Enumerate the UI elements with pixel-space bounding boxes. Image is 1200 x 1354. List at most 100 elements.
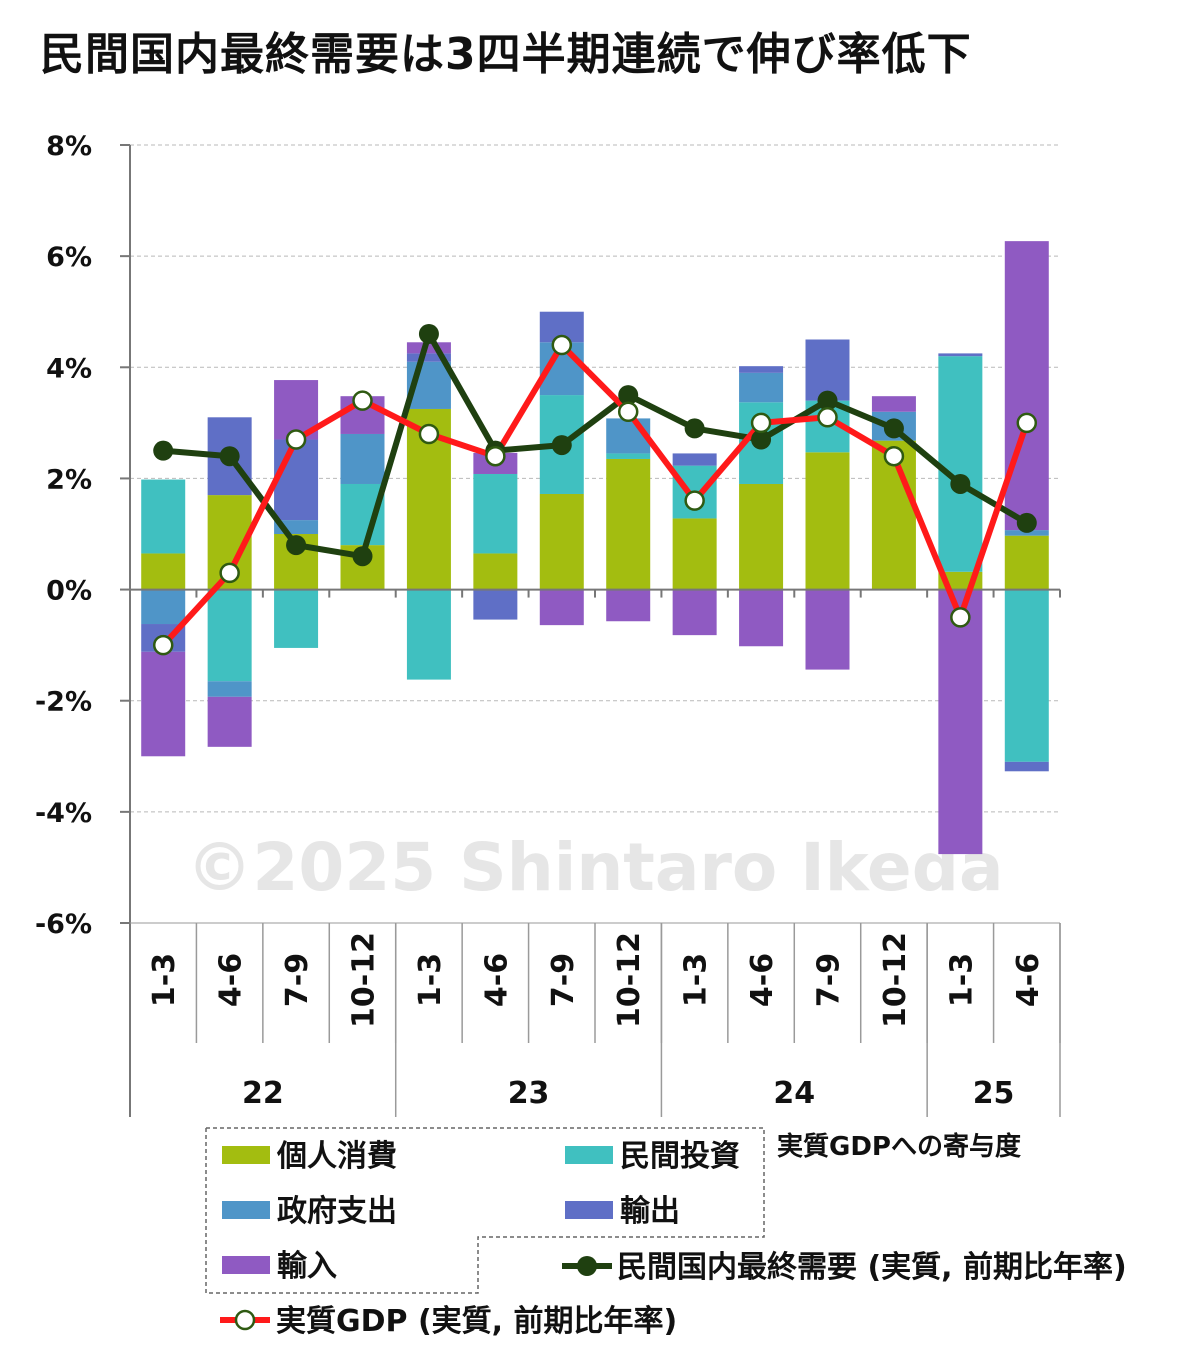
line-marker (684, 418, 705, 439)
y-tick-label: 8% (46, 131, 92, 162)
year-label: 22 (242, 1076, 284, 1111)
bar-segment (938, 356, 983, 572)
line-marker (883, 418, 904, 439)
bar-segment (141, 553, 186, 590)
legend-swatch (222, 1146, 270, 1164)
bar-segment (207, 696, 252, 747)
line-marker (352, 546, 373, 567)
bar-segment (539, 589, 584, 626)
bar-segment (473, 473, 518, 554)
bar-segment (739, 483, 784, 590)
line-marker (1016, 412, 1038, 434)
legend-box (205, 1127, 765, 1294)
bar-segment (274, 439, 319, 521)
line-marker (617, 401, 639, 422)
legend-note: 実質GDPへの寄与度 (777, 1131, 1021, 1162)
y-tick-label: 0% (46, 576, 92, 607)
line-marker (950, 607, 971, 628)
y-axis-ticks: 8% 6% 4% 2% 0% -2% -4% -6% (35, 131, 130, 940)
category-label: 10-12 (612, 932, 647, 1028)
category-label: 4-6 (214, 953, 249, 1007)
bar-segment (805, 339, 850, 401)
year-label: 24 (773, 1076, 815, 1111)
category-label: 4-6 (479, 953, 514, 1007)
watermark-text: ©2025 Shintaro Ikeda (187, 829, 1004, 906)
line-path (162, 330, 1029, 560)
line-path (161, 342, 1030, 648)
category-label: 4-6 (745, 953, 780, 1007)
chart-title: 民間国内最終需要は3四半期連続で伸び率低下 (40, 29, 972, 80)
year-label: 23 (508, 1076, 550, 1111)
legend-label: 個人消費 (276, 1139, 397, 1174)
bar-segment (141, 589, 186, 625)
line-marker (286, 535, 307, 556)
category-label: 10-12 (878, 932, 913, 1028)
bar-segment (938, 589, 983, 855)
category-label: 7-9 (280, 953, 315, 1007)
legend-marker (577, 1256, 597, 1276)
bar-segment (473, 553, 518, 590)
y-tick-label: -2% (35, 687, 92, 718)
category-label: 1-3 (147, 953, 182, 1007)
bar-segment (938, 353, 983, 357)
y-tick-label: 6% (46, 242, 92, 273)
bar-segment (539, 493, 584, 590)
line-marker (1016, 512, 1037, 533)
line-marker (551, 435, 572, 456)
line-series (152, 323, 1038, 656)
line-marker (418, 423, 440, 445)
bar-segment (406, 589, 451, 680)
bar-segment (1004, 241, 1049, 531)
bar-segment (739, 372, 784, 403)
y-tick-label: -4% (35, 798, 92, 829)
bar-segment (672, 453, 717, 466)
category-label: 7-9 (812, 953, 847, 1007)
bar-segment (473, 589, 518, 620)
bar-segment (207, 681, 252, 697)
legend-swatch (565, 1201, 613, 1219)
legend-label: 輸入 (277, 1249, 337, 1284)
category-label: 4-6 (1011, 953, 1046, 1007)
legend-label: 実質GDP (実質, 前期比年率) (276, 1304, 677, 1339)
line-marker (883, 445, 905, 467)
bar-segment (606, 453, 651, 459)
bar-segment (1004, 589, 1049, 762)
category-label: 1-3 (679, 953, 714, 1007)
bar-segment (739, 366, 784, 373)
legend-swatch (565, 1146, 613, 1164)
line-marker (950, 473, 971, 494)
x-axis-categories: 22 23 24 25 1-3 4-6 7-9 10-12 1-3 4-6 7-9 10-12 1-3 4… (147, 932, 1046, 1111)
bar-segment (207, 589, 252, 682)
line-marker (219, 562, 240, 584)
bar-segment (406, 342, 451, 354)
legend-label: 民間国内最終需要 (実質, 前期比年率) (617, 1250, 1127, 1285)
bar-segment (871, 396, 916, 412)
legend-label: 民間投資 (620, 1139, 740, 1174)
legend-marker (234, 1309, 256, 1331)
bar-segment (141, 479, 186, 554)
bar-segment (1004, 530, 1049, 536)
bar-segment (606, 458, 651, 590)
line-marker (618, 385, 639, 406)
bar-segment (1004, 761, 1049, 772)
legend-swatch (222, 1256, 270, 1274)
bar-segment (1004, 535, 1049, 590)
bar-segment (606, 589, 651, 622)
y-tick-label: -6% (35, 909, 92, 940)
y-tick-label: 2% (46, 464, 92, 495)
line-marker (485, 445, 506, 467)
line-marker (817, 390, 838, 411)
line-marker (219, 446, 240, 467)
legend-swatch (222, 1201, 270, 1219)
line-marker (551, 334, 573, 356)
bar-segment (739, 589, 784, 647)
category-label: 7-9 (546, 953, 581, 1007)
bar-segment (805, 452, 850, 590)
bar-segment (340, 433, 385, 484)
line-marker (153, 440, 174, 461)
line-marker (352, 390, 373, 411)
bar-segment (141, 651, 186, 757)
grid-lines (130, 144, 1060, 924)
line-marker (418, 323, 439, 344)
category-label: 1-3 (413, 953, 448, 1007)
